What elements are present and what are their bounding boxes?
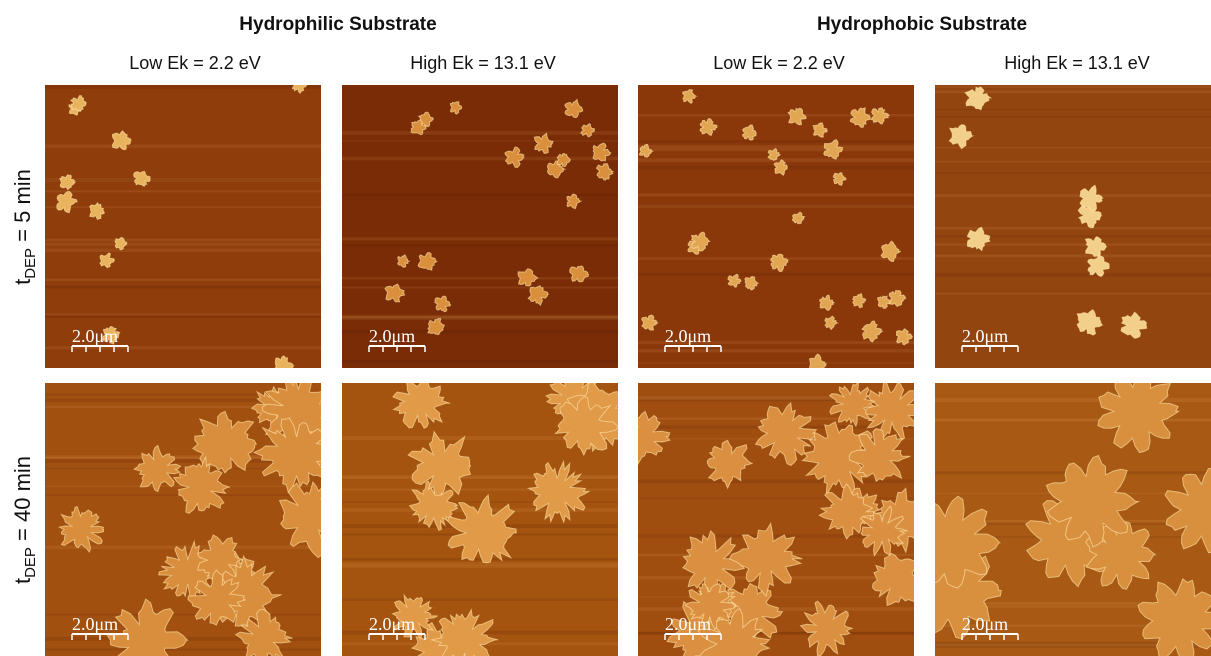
scan-streak (935, 293, 1211, 295)
scan-streak (45, 243, 321, 246)
scale-bar-label: 2.0μm (962, 326, 1008, 346)
group-title: Hydrophobic Substrate (817, 14, 1027, 35)
scan-streak (935, 161, 1211, 163)
scan-streak (638, 193, 914, 196)
scan-streak (935, 273, 1211, 276)
scan-streak (45, 248, 321, 252)
body: Hydrophilic Substrate Hydrophobic Substr… (0, 0, 1211, 656)
row-label-rest: = 40 min (10, 456, 35, 547)
scan-streak (45, 145, 321, 148)
scan-streak (342, 320, 618, 321)
column-label: Low Ek = 2.2 eV (129, 53, 261, 73)
scan-streak (342, 140, 618, 141)
scan-streak (45, 285, 321, 288)
scan-streak (342, 315, 618, 318)
group-title: Hydrophilic Substrate (239, 14, 436, 35)
scan-streak (45, 206, 321, 208)
scan-streak (342, 244, 618, 246)
scan-streak (342, 237, 618, 240)
scan-streak (935, 227, 1211, 229)
page: AFM figure {"header": { "groups": ["Hydr… (0, 0, 1211, 656)
row-label: tDEP = 40 min (10, 456, 39, 584)
scan-streak (935, 116, 1211, 118)
scan-streak (638, 479, 914, 483)
figure: Hydrophilic Substrate Hydrophobic Substr… (0, 0, 1211, 656)
row-label-rest: = 5 min (10, 169, 35, 248)
row-label-sub: DEP (22, 248, 39, 279)
scan-streak (638, 140, 914, 143)
scan-streak (45, 316, 321, 318)
scan-streak (638, 145, 914, 148)
scan-streak (45, 279, 321, 281)
scale-bar-label: 2.0μm (369, 326, 415, 346)
scale-bar-label: 2.0μm (962, 614, 1008, 634)
scan-streak (638, 576, 914, 580)
scan-streak (935, 398, 1211, 402)
scale-bar-label: 2.0μm (665, 614, 711, 634)
scan-streak (935, 418, 1211, 420)
scan-streak (45, 239, 321, 242)
row-label-sub: DEP (22, 547, 39, 578)
afm-image (616, 380, 931, 656)
scan-streak (935, 147, 1211, 148)
scale-bar-label: 2.0μm (369, 614, 415, 634)
scan-streak (342, 287, 618, 289)
scan-streak (935, 172, 1211, 173)
scan-streak (45, 190, 321, 192)
scan-streak (342, 360, 618, 363)
scan-streak (342, 598, 618, 600)
scan-streak (342, 558, 618, 561)
scale-bar-label: 2.0μm (72, 614, 118, 634)
scan-streak (45, 313, 321, 314)
scan-streak (935, 194, 1211, 197)
scan-streak (638, 362, 914, 363)
scale-bar-label: 2.0μm (665, 326, 711, 346)
scan-streak (342, 131, 618, 135)
scan-streak (935, 254, 1211, 257)
column-label: Low Ek = 2.2 eV (713, 53, 845, 73)
scan-streak (342, 565, 618, 568)
scan-streak (638, 204, 914, 207)
scale-bar-label: 2.0μm (72, 326, 118, 346)
scan-streak (935, 109, 1211, 110)
scan-streak (342, 157, 618, 161)
column-label: High Ek = 13.1 eV (1004, 53, 1150, 73)
row-label: tDEP = 5 min (10, 169, 39, 285)
column-label: High Ek = 13.1 eV (410, 53, 556, 73)
afm-image (906, 370, 1211, 656)
scan-streak (45, 179, 321, 180)
scan-streak (638, 273, 914, 276)
scan-streak (638, 597, 914, 598)
scan-streak (45, 85, 321, 89)
